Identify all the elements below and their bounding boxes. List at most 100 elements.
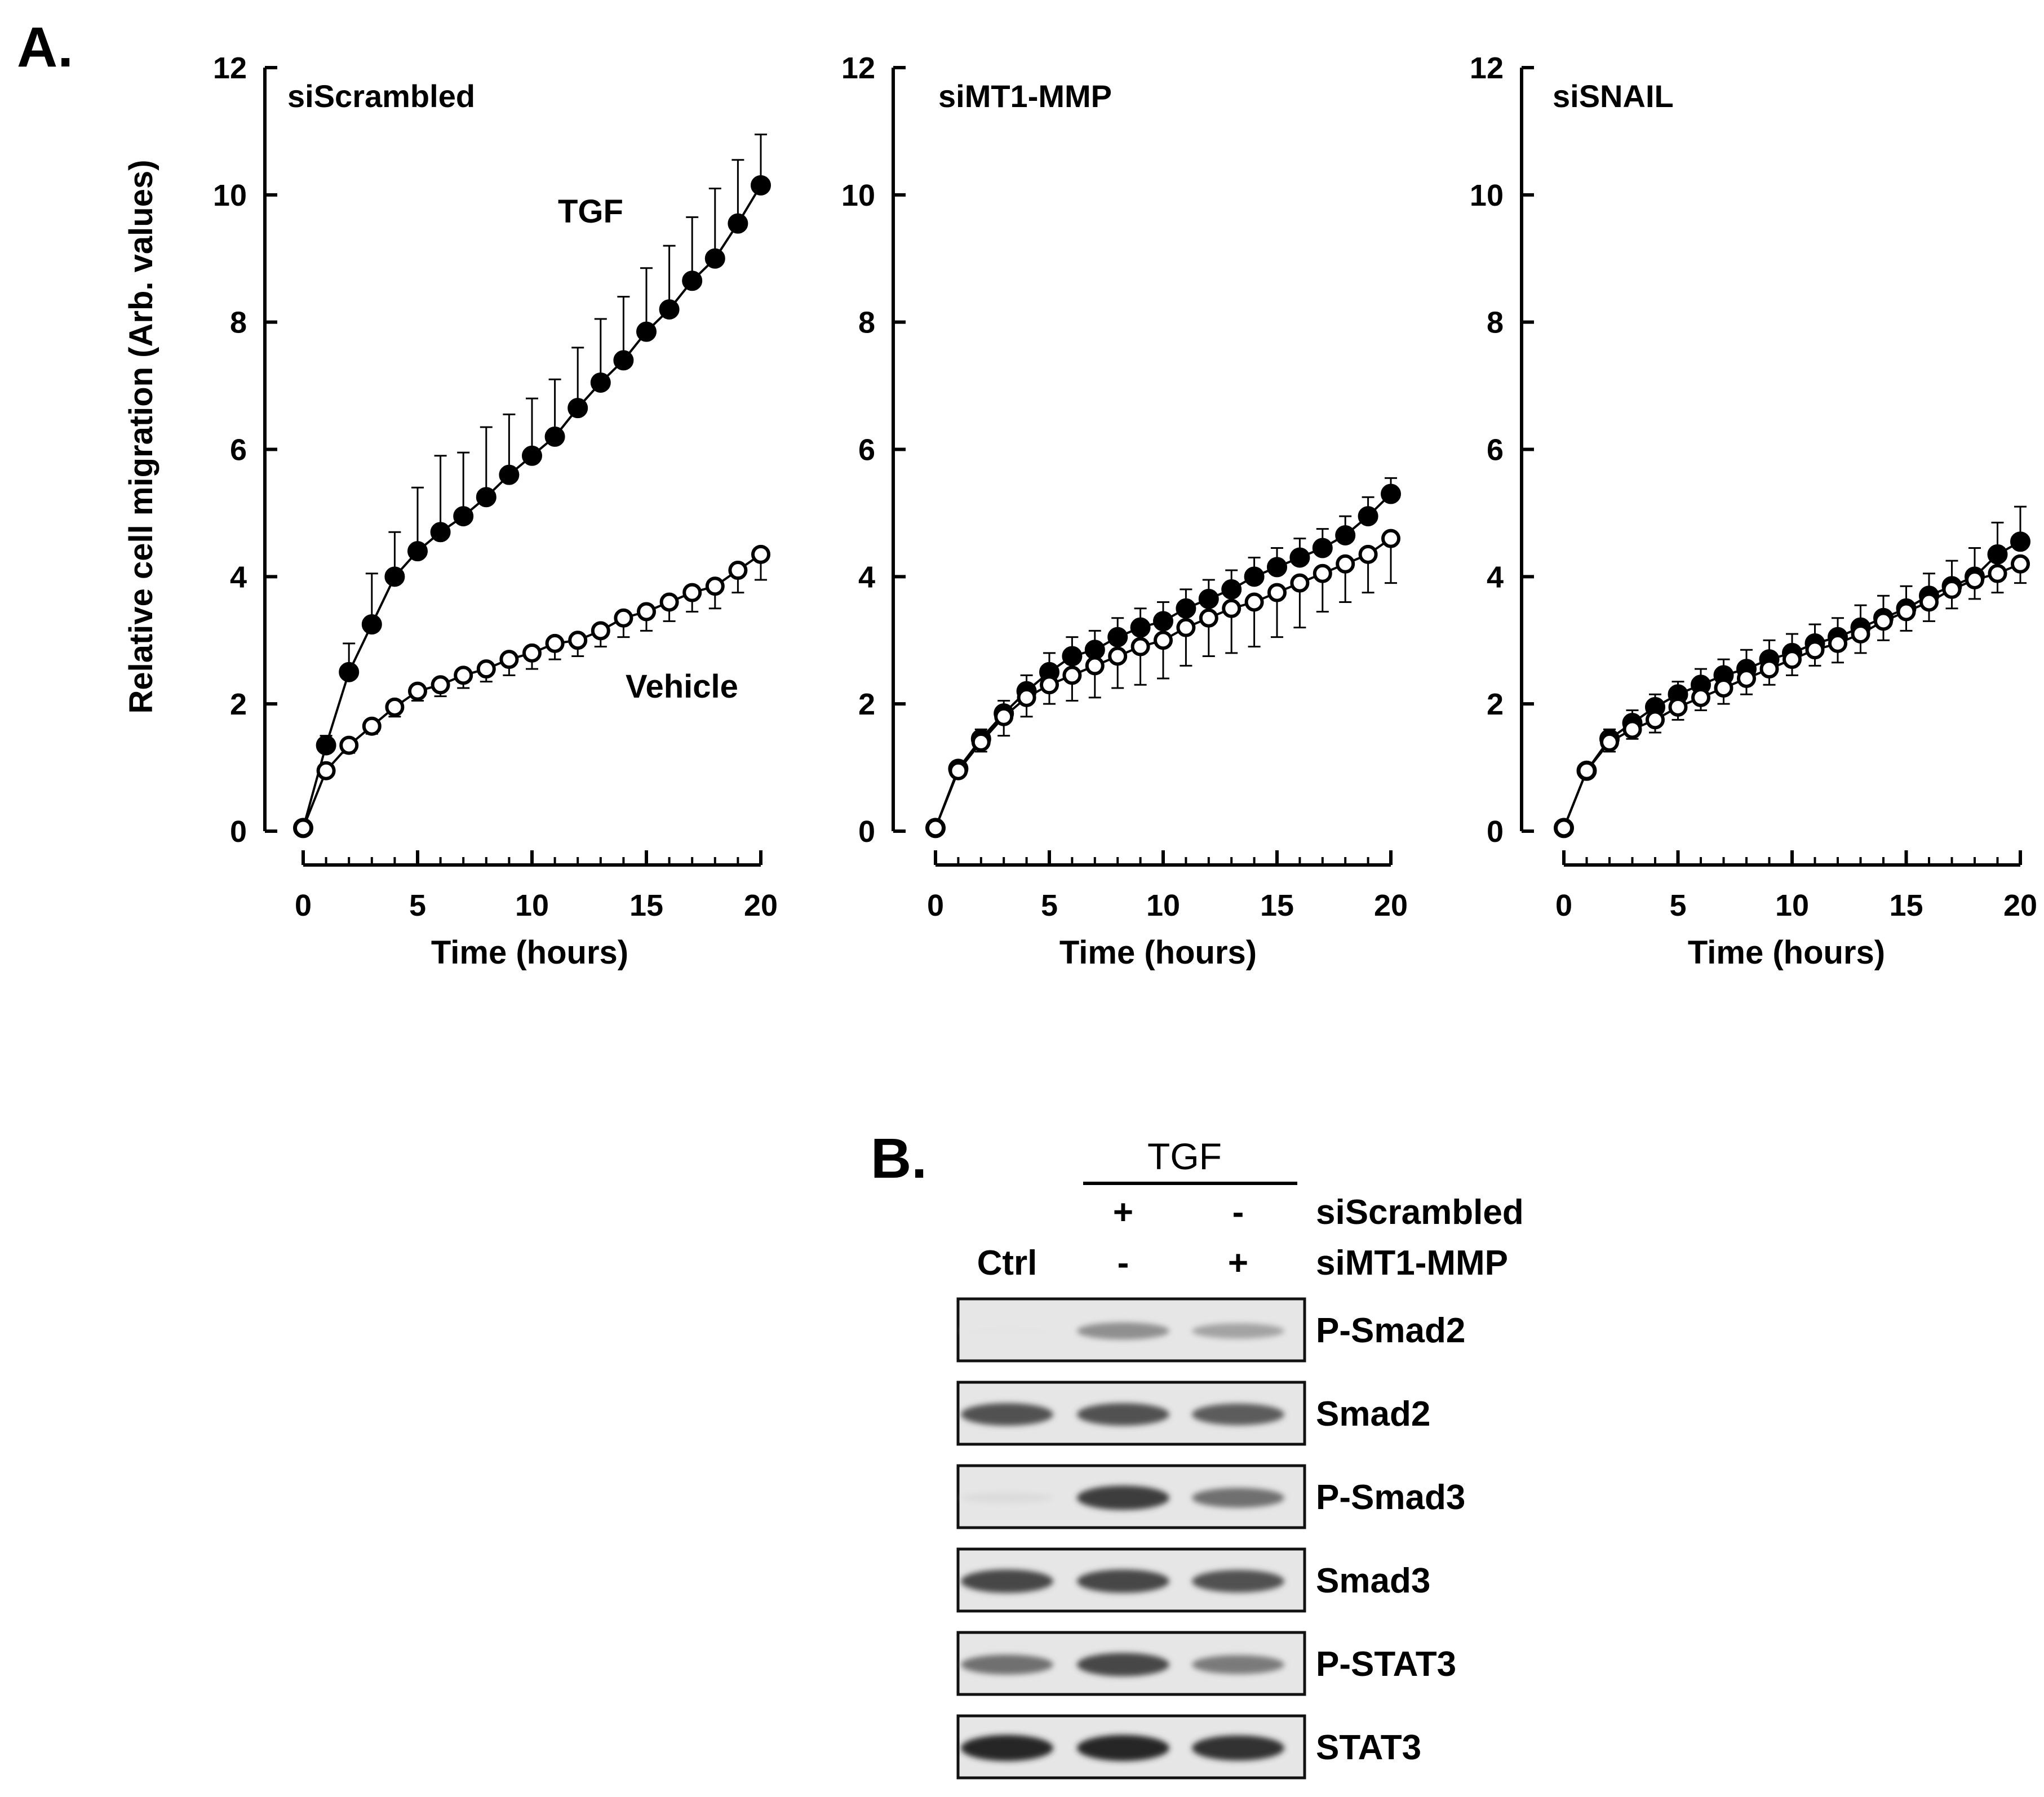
data-point-vehicle (1828, 633, 1847, 653)
data-point-vehicle (1874, 611, 1893, 631)
row-label-simt1-mmp: siMT1-MMP (1316, 1244, 1508, 1283)
y-tick-label: 0 (1487, 815, 1504, 849)
data-point-vehicle (568, 631, 588, 650)
x-tick-label: 15 (629, 889, 663, 922)
x-tick-label: 15 (1889, 889, 1923, 922)
data-point-tgf (751, 175, 771, 196)
y-tick-label: 10 (213, 179, 247, 212)
y-tick-label: 4 (230, 560, 247, 594)
chart-sisnail: siSNAIL Time (hours) 0 2 4 6 8 10 12 0 5 10 15 20 (1470, 51, 2037, 971)
data-point-vehicle (362, 716, 382, 736)
data-point-tgf (1153, 611, 1173, 632)
sign-siscrambled-lane3: - (1232, 1193, 1244, 1232)
blot-row: Smad3 (956, 1547, 1430, 1613)
data-point-vehicle (1600, 732, 1619, 752)
blot-band (1192, 1655, 1284, 1674)
data-point-vehicle (1040, 675, 1059, 695)
data-point-vehicle (1988, 563, 2007, 583)
sign-siscrambled-lane2: + (1113, 1193, 1133, 1232)
annotation-vehicle: Vehicle (626, 668, 738, 705)
blot-row: P-STAT3 (956, 1631, 1456, 1696)
blot-row: STAT3 (956, 1714, 1421, 1780)
y-tick-label: 8 (230, 306, 247, 340)
data-point-vehicle (316, 761, 336, 780)
data-point-vehicle (1313, 563, 1332, 583)
data-point-tgf (1381, 483, 1401, 504)
data-point-tgf (361, 614, 382, 635)
data-point-tgf (1987, 544, 2008, 565)
y-tick-label: 10 (841, 179, 875, 212)
y-tick-label: 8 (1487, 306, 1504, 340)
x-axis-label: Time (hours) (1688, 934, 1885, 971)
blot-band (1077, 1653, 1169, 1676)
data-point-vehicle (1108, 646, 1128, 666)
chart-title: siMT1-MMP (938, 78, 1112, 114)
x-tick-label: 10 (515, 889, 549, 922)
data-point-vehicle (454, 665, 473, 685)
data-point-vehicle (659, 592, 679, 612)
data-point-tgf (1244, 566, 1265, 587)
data-point-vehicle (1759, 659, 1779, 679)
data-point-vehicle (499, 650, 519, 669)
data-point-tgf (1289, 547, 1310, 568)
data-point-tgf (453, 506, 474, 527)
data-point-tgf (1221, 579, 1242, 600)
data-point-tgf (1176, 598, 1196, 619)
blot-band (961, 1734, 1053, 1761)
data-point-tgf (430, 522, 451, 543)
data-point-vehicle (1646, 710, 1665, 730)
data-point-vehicle (948, 761, 968, 780)
x-axis-label: Time (hours) (431, 934, 628, 971)
band-label: Smad3 (1316, 1561, 1430, 1600)
data-point-vehicle (2011, 554, 2030, 574)
y-tick-label: 12 (1470, 51, 1504, 85)
blot-row: Smad2 (956, 1381, 1430, 1446)
blot-band (1192, 1323, 1284, 1339)
y-tick-label: 2 (1487, 687, 1504, 721)
data-point-vehicle (1381, 529, 1400, 548)
data-point-vehicle (1222, 598, 1242, 618)
x-tick-label: 5 (1041, 889, 1058, 922)
data-point-tgf (1335, 525, 1356, 545)
data-point-vehicle (1805, 640, 1825, 660)
data-point-vehicle (1244, 592, 1264, 612)
x-tick-label: 20 (1374, 889, 1408, 922)
x-tick-label: 10 (1775, 889, 1809, 922)
y-tick-label: 4 (1487, 560, 1504, 594)
y-tick-label: 6 (858, 433, 875, 467)
data-point-tgf (522, 445, 542, 466)
data-point-vehicle (408, 681, 427, 701)
blot-band (1077, 1734, 1169, 1761)
data-point-vehicle (1737, 669, 1756, 688)
y-axis-label: Relative cell migration (Arb. values) (123, 159, 159, 713)
data-point-tgf (1198, 588, 1219, 609)
y-tick-label: 6 (1487, 433, 1504, 467)
blot-band (961, 1569, 1053, 1593)
data-point-vehicle (1176, 618, 1196, 637)
x-tick-label: 20 (2003, 889, 2037, 922)
data-point-vehicle (1691, 687, 1710, 707)
blot-band (961, 1326, 1053, 1336)
data-point-vehicle (994, 707, 1014, 726)
data-point-tgf (544, 426, 565, 447)
data-point-tgf (476, 487, 496, 508)
data-point-vehicle (1085, 656, 1105, 676)
data-point-tgf (613, 350, 634, 371)
x-tick-label: 15 (1260, 889, 1294, 922)
blot-band (1192, 1735, 1284, 1761)
sign-simt1-mmp-lane3: + (1228, 1244, 1248, 1283)
data-point-vehicle (294, 818, 313, 838)
x-tick-label: 0 (295, 889, 312, 922)
data-point-vehicle (1130, 637, 1150, 656)
y-tick-label: 0 (858, 815, 875, 849)
data-point-vehicle (1919, 592, 1939, 612)
data-point-tgf (316, 735, 336, 756)
data-point-vehicle (1336, 554, 1355, 574)
data-point-vehicle (1154, 631, 1173, 650)
data-point-vehicle (971, 732, 991, 752)
y-tick-label: 12 (213, 51, 247, 85)
data-point-vehicle (1199, 608, 1218, 628)
data-point-vehicle (1668, 697, 1688, 717)
data-point-vehicle (1577, 761, 1597, 780)
